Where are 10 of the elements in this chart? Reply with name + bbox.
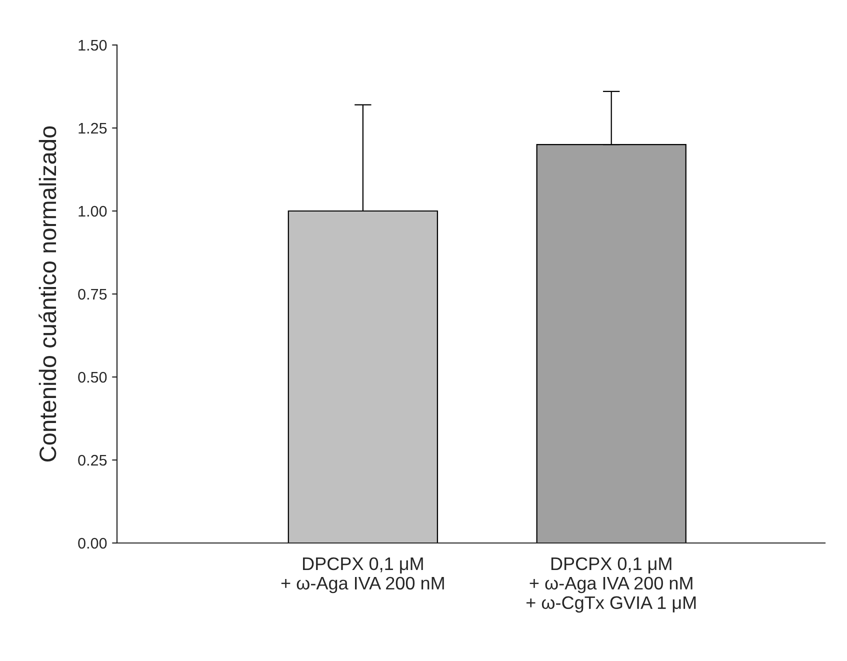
y-tick-label: 1.00 xyxy=(78,206,107,217)
y-tick-label: 1.50 xyxy=(78,40,107,51)
y-axis-title: Contenido cuántico normalizado xyxy=(38,126,56,462)
x-tick-label: DPCPX 0,1 μM + ω-Aga IVA 200 nM + ω-CgTx GVIA 1 μM xyxy=(526,557,696,613)
y-tick-label: 0.00 xyxy=(78,538,107,549)
y-tick-label: 0.50 xyxy=(78,372,107,383)
y-tick-label: 1.25 xyxy=(78,122,107,134)
y-tick-label: 0.75 xyxy=(78,288,107,300)
x-tick-label: DPCPX 0,1 μM + ω-Aga IVA 200 nM xyxy=(281,557,444,594)
y-tick-label: 0.25 xyxy=(78,454,107,466)
